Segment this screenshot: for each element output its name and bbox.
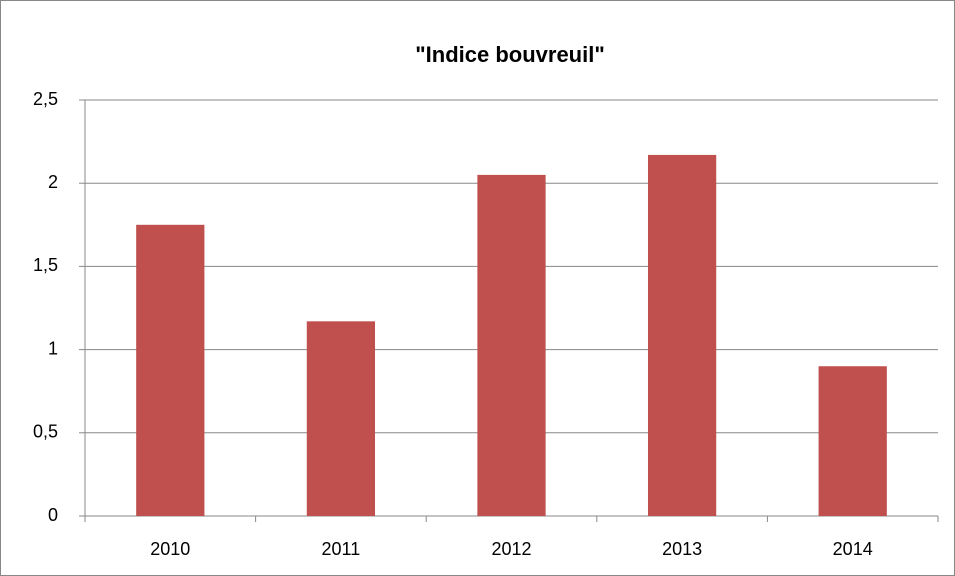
y-tick-label: 0 bbox=[48, 505, 58, 525]
bar bbox=[818, 366, 887, 516]
bar bbox=[477, 174, 546, 516]
x-tick-label: 2011 bbox=[322, 539, 361, 559]
y-tick-label: 1,5 bbox=[33, 255, 58, 275]
bar bbox=[306, 321, 376, 516]
y-tick-label: 0,5 bbox=[33, 422, 58, 442]
y-tick-label: 1 bbox=[48, 338, 58, 358]
y-tick-label: 2,5 bbox=[33, 89, 58, 109]
bar bbox=[136, 224, 205, 517]
y-tick-label: 2 bbox=[48, 172, 58, 192]
bar bbox=[647, 154, 717, 517]
x-tick-label: 2013 bbox=[662, 539, 702, 559]
x-tick-label: 2010 bbox=[150, 539, 190, 559]
x-tick-label: 2014 bbox=[833, 539, 873, 559]
x-tick-label: 2012 bbox=[491, 539, 531, 559]
chart-title: "Indice bouvreuil" bbox=[415, 42, 605, 67]
